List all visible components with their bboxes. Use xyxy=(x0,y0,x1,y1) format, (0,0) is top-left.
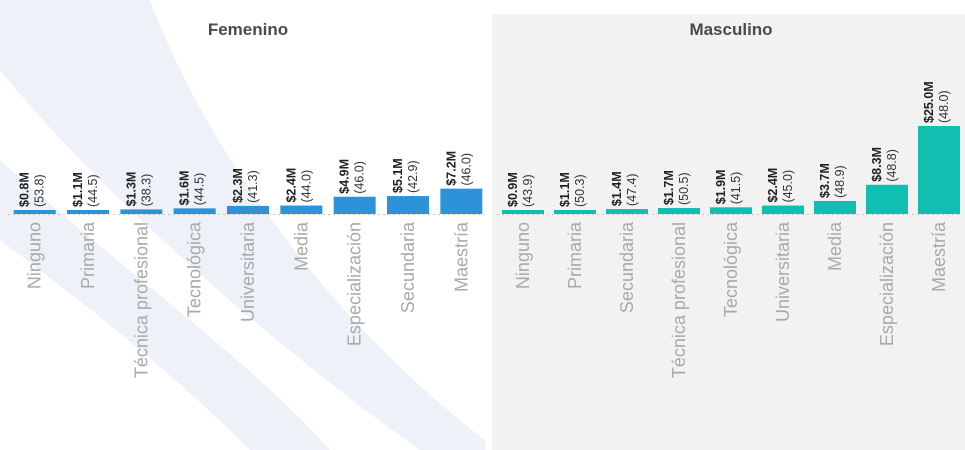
male-secondary-label-6: (48.9) xyxy=(833,165,847,198)
female-category-label-5: Media xyxy=(291,221,311,271)
male-category-label-5: Universitaria xyxy=(773,221,793,322)
female-value-label-1: $1.1M xyxy=(71,172,85,207)
female-category-label-3: Tecnológica xyxy=(185,221,205,317)
male-bar-0 xyxy=(502,210,544,214)
female-secondary-label-0: (53.8) xyxy=(33,174,47,207)
female-value-label-2: $1.3M xyxy=(124,172,138,207)
male-bar-1 xyxy=(554,210,596,214)
male-value-label-1: $1.1M xyxy=(558,172,572,207)
male-value-label-2: $1.4M xyxy=(610,171,624,206)
male-secondary-label-8: (48.0) xyxy=(937,90,951,123)
male-bar-3 xyxy=(658,208,700,214)
male-category-label-8: Maestría xyxy=(929,221,949,292)
female-category-label-0: Ninguno xyxy=(25,222,45,289)
female-bar-3 xyxy=(173,208,216,214)
male-bar-5 xyxy=(762,205,804,214)
female-secondary-label-8: (46.0) xyxy=(459,153,473,186)
male-category-label-7: Especialización xyxy=(877,222,897,346)
male-secondary-label-4: (41.5) xyxy=(729,172,743,205)
male-value-label-3: $1.7M xyxy=(662,170,676,205)
male-secondary-label-5: (45.0) xyxy=(781,170,795,203)
female-category-label-8: Maestría xyxy=(451,221,471,292)
female-value-label-0: $0.8M xyxy=(18,172,32,207)
male-category-label-6: Media xyxy=(825,221,845,271)
female-secondary-label-1: (44.5) xyxy=(86,174,100,207)
male-secondary-label-2: (47.4) xyxy=(625,173,639,206)
female-category-label-2: Técnica profesional xyxy=(131,222,151,378)
female-value-label-5: $2.4M xyxy=(284,168,298,203)
female-bar-7 xyxy=(387,196,429,214)
male-value-label-5: $2.4M xyxy=(766,168,780,203)
female-secondary-label-3: (44.5) xyxy=(193,173,207,206)
male-category-label-2: Secundaria xyxy=(617,221,637,313)
male-secondary-label-3: (50.5) xyxy=(677,172,691,205)
female-secondary-label-5: (44.0) xyxy=(299,170,313,203)
female-secondary-label-6: (46.0) xyxy=(353,161,367,194)
female-value-label-6: $4.9M xyxy=(338,159,352,194)
male-value-label-4: $1.9M xyxy=(714,170,728,205)
male-category-label-3: Técnica profesional xyxy=(669,222,689,378)
male-bar-4 xyxy=(710,207,752,214)
female-bar-8 xyxy=(440,188,483,214)
female-secondary-label-4: (41.3) xyxy=(246,170,260,203)
female-value-label-4: $2.3M xyxy=(231,168,245,203)
background-swoosh-outer xyxy=(0,0,485,450)
female-value-label-3: $1.6M xyxy=(178,171,192,206)
female-category-label-6: Especialización xyxy=(345,222,365,346)
female-bar-5 xyxy=(280,205,323,214)
female-category-label-1: Primaria xyxy=(78,221,98,289)
male-value-label-8: $25.0M xyxy=(922,81,936,123)
female-secondary-label-2: (38.3) xyxy=(139,174,153,207)
male-bar-8 xyxy=(918,126,960,214)
female-bar-4 xyxy=(227,205,269,214)
female-bar-1 xyxy=(67,210,109,214)
male-value-label-7: $8.3M xyxy=(870,147,884,182)
male-panel-title: Masculino xyxy=(689,20,772,39)
male-value-label-6: $3.7M xyxy=(818,163,832,198)
male-secondary-label-0: (43.9) xyxy=(521,174,535,207)
female-panel-title: Femenino xyxy=(208,20,288,39)
male-category-label-0: Ninguno xyxy=(513,222,533,289)
male-secondary-label-1: (50.3) xyxy=(573,174,587,207)
female-category-label-4: Universitaria xyxy=(238,221,258,322)
male-category-label-4: Tecnológica xyxy=(721,221,741,317)
background-swoosh-inner xyxy=(0,160,330,450)
male-value-label-0: $0.9M xyxy=(506,172,520,207)
female-category-label-7: Secundaria xyxy=(398,221,418,313)
male-bar-2 xyxy=(606,209,648,214)
female-bar-6 xyxy=(333,196,376,214)
female-bar-0 xyxy=(13,210,56,214)
male-bar-6 xyxy=(814,200,856,214)
male-secondary-label-7: (48.8) xyxy=(885,149,899,182)
male-panel-background xyxy=(492,14,965,450)
female-bar-2 xyxy=(120,209,163,214)
female-value-label-7: $5.1M xyxy=(391,158,405,193)
female-value-label-8: $7.2M xyxy=(444,151,458,186)
male-category-label-1: Primaria xyxy=(565,221,585,289)
female-secondary-label-7: (42.9) xyxy=(406,160,420,193)
male-bar-7 xyxy=(866,184,908,214)
